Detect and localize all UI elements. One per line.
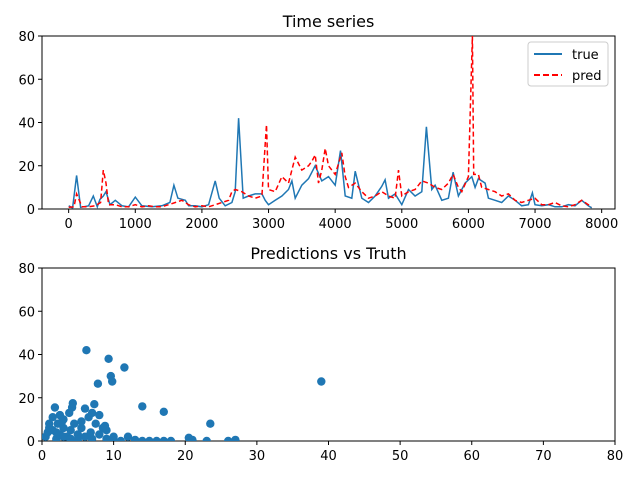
scatter-x-tick-label: 50 (392, 449, 409, 464)
time-series-lines (68, 36, 593, 209)
scatter-point (57, 417, 67, 426)
scatter-point (93, 379, 103, 388)
series-pred-line (68, 36, 593, 209)
scatter-x-tick-label: 30 (249, 449, 266, 464)
scatter-point (95, 410, 104, 420)
scatter-point (86, 428, 95, 437)
scatter-point (66, 434, 75, 441)
scatter-x-tick-label: 60 (463, 449, 480, 464)
scatter-point (73, 435, 82, 441)
scatter-point (188, 435, 197, 441)
time-series-axes: 0 1000 2000 3000 4000 5000 6000 7000 8000 0 20 40 6… (18, 12, 618, 232)
scatter-point (104, 354, 113, 363)
scatter-axes: 0 10 20 30 40 50 60 70 80 0 20 40 60 80 Predictions … (18, 244, 623, 464)
scatter-point (80, 404, 90, 413)
scatter-point (45, 419, 54, 428)
time-series-x-tick-label: 8000 (585, 217, 618, 232)
scatter-point (108, 377, 117, 386)
time-series-y-ticks: 0 20 40 60 80 (18, 30, 42, 218)
scatter-point (231, 435, 240, 441)
time-series-x-tick-label: 1000 (119, 217, 152, 232)
scatter-point (317, 377, 326, 386)
scatter-x-ticks: 0 10 20 30 40 50 60 70 80 (38, 441, 623, 464)
scatter-x-tick-label: 10 (105, 449, 122, 464)
scatter-x-tick-label: 40 (320, 449, 337, 464)
scatter-point (65, 408, 74, 418)
scatter-point (95, 430, 104, 439)
scatter-x-tick-label: 70 (535, 449, 552, 464)
scatter-point (77, 423, 86, 433)
scatter-point (80, 432, 90, 441)
scatter-point (70, 419, 79, 428)
scatter-point (202, 436, 211, 441)
scatter-point (130, 435, 140, 441)
scatter-point (48, 413, 57, 422)
scatter-plot-area (41, 267, 616, 442)
scatter-point (48, 426, 57, 435)
time-series-y-tick-label: 0 (27, 203, 35, 218)
time-series-x-ticks: 0 1000 2000 3000 4000 5000 6000 7000 8000 (65, 209, 618, 232)
scatter-point (120, 363, 129, 372)
scatter-point (159, 436, 168, 441)
time-series-x-tick-label: 5000 (385, 217, 418, 232)
scatter-x-tick-label: 20 (177, 449, 194, 464)
scatter-points (42, 346, 326, 441)
scatter-y-tick-label: 80 (18, 262, 35, 277)
scatter-y-tick-label: 0 (27, 435, 35, 450)
scatter-point (59, 423, 68, 433)
scatter-point (109, 436, 118, 441)
scatter-point (224, 436, 233, 441)
time-series-x-tick-label: 2000 (185, 217, 218, 232)
scatter-point (116, 436, 125, 441)
scatter-point (145, 436, 154, 441)
scatter-point (123, 432, 133, 441)
scatter-y-tick-label: 40 (18, 349, 35, 364)
legend-pred-label: pred (572, 69, 602, 84)
time-series-y-tick-label: 40 (18, 117, 35, 132)
scatter-point (68, 399, 78, 408)
scatter-y-tick-label: 20 (18, 392, 35, 407)
time-series-plot-area (41, 35, 616, 210)
scatter-x-tick-label: 0 (38, 449, 46, 464)
time-series-x-tick-label: 6000 (452, 217, 485, 232)
scatter-point (206, 419, 215, 428)
series-true-line (68, 118, 593, 209)
legend-true-label: true (572, 48, 599, 63)
scatter-title: Predictions vs Truth (250, 244, 406, 263)
time-series-x-tick-label: 3000 (252, 217, 285, 232)
scatter-point (59, 432, 68, 441)
time-series-y-tick-label: 60 (18, 73, 35, 88)
scatter-point (77, 417, 86, 426)
time-series-x-tick-label: 4000 (319, 217, 352, 232)
scatter-y-ticks: 0 20 40 60 80 (18, 262, 42, 450)
scatter-point (138, 402, 147, 411)
time-series-y-tick-label: 80 (18, 30, 35, 45)
scatter-x-tick-label: 80 (607, 449, 624, 464)
time-series-x-tick-label: 0 (65, 217, 73, 232)
scatter-point (152, 436, 161, 441)
scatter-point (91, 419, 100, 428)
time-series-x-tick-label: 7000 (518, 217, 551, 232)
scatter-point (166, 436, 176, 441)
scatter-point (82, 346, 91, 355)
scatter-y-tick-label: 60 (18, 305, 35, 320)
scatter-point (102, 434, 111, 441)
scatter-point (100, 421, 110, 431)
scatter-point (87, 408, 97, 418)
time-series-y-tick-label: 20 (18, 160, 35, 175)
legend: true pred (527, 41, 609, 87)
time-series-title: Time series (282, 12, 375, 31)
scatter-point (66, 426, 75, 435)
scatter-point (90, 400, 99, 409)
scatter-point (138, 436, 147, 441)
scatter-point (50, 403, 60, 412)
scatter-point (159, 407, 168, 416)
